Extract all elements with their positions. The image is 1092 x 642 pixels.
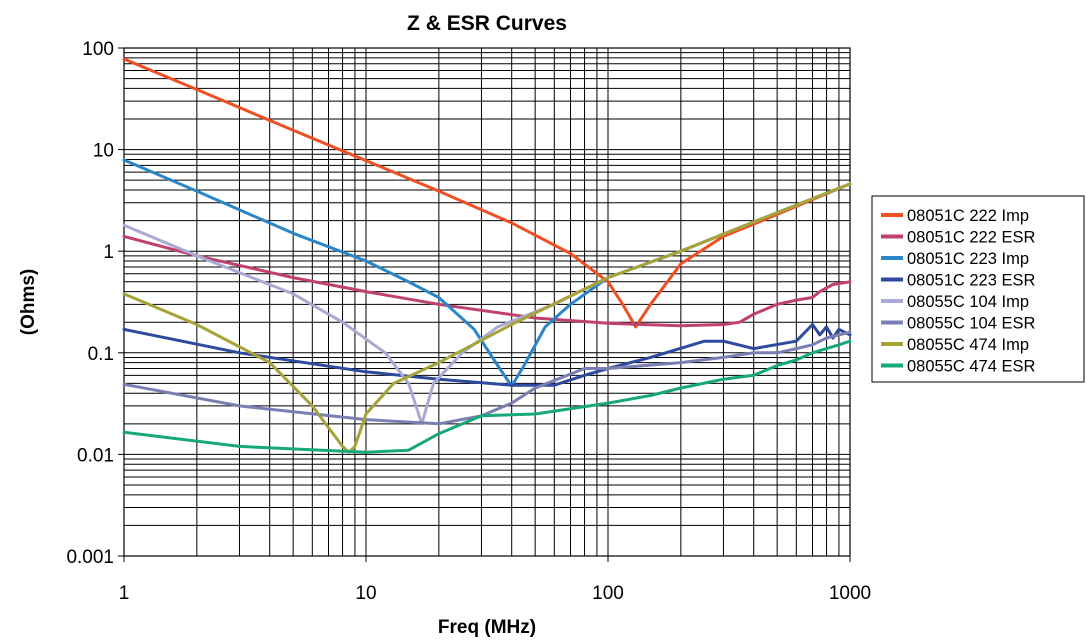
series-layer bbox=[122, 57, 852, 454]
x-tick-label: 1 bbox=[119, 583, 130, 604]
y-tick-label: 1 bbox=[103, 242, 114, 263]
y-axis-title: (Ohms) bbox=[18, 269, 39, 336]
series-line-08051c-222-imp bbox=[122, 57, 852, 329]
y-tick-label: 0.001 bbox=[66, 547, 114, 568]
legend-label-08051c-222-imp: 08051C 222 Imp bbox=[907, 207, 1029, 225]
legend-label-08055c-474-imp: 08055C 474 Imp bbox=[907, 336, 1029, 354]
y-tick-labels: 0.001 0.01 0.1 1 10 100 bbox=[66, 39, 124, 568]
series-line-08051c-222-esr bbox=[122, 234, 852, 328]
x-tick-label: 100 bbox=[592, 583, 624, 604]
legend: 08051C 222 Imp 08051C 222 ESR 08051C 223 I… bbox=[871, 195, 1085, 383]
y-tick-label: 0.01 bbox=[77, 445, 114, 466]
series-line-08055c-474-imp bbox=[122, 182, 852, 454]
series-line-08055c-104-esr bbox=[122, 330, 852, 426]
y-tick-label: 10 bbox=[93, 141, 114, 162]
legend-items: 08051C 222 Imp 08051C 222 ESR 08051C 223 I… bbox=[881, 207, 1036, 376]
grid bbox=[123, 48, 850, 557]
legend-label-08051c-223-esr: 08051C 223 ESR bbox=[907, 272, 1036, 290]
x-axis-title: Freq (MHz) bbox=[438, 617, 536, 638]
x-tick-label: 10 bbox=[355, 583, 376, 604]
x-tick-labels: 1 10 100 1000 bbox=[119, 556, 871, 604]
legend-label-08051c-223-imp: 08051C 223 Imp bbox=[907, 250, 1029, 268]
legend-label-08055c-474-esr: 08055C 474 ESR bbox=[907, 358, 1036, 376]
legend-box bbox=[871, 195, 1085, 383]
y-tick-label: 0.1 bbox=[88, 344, 114, 365]
legend-label-08055c-104-esr: 08055C 104 ESR bbox=[907, 315, 1036, 333]
plot-area-frame bbox=[123, 47, 851, 557]
series-line-08055c-474-esr bbox=[122, 339, 852, 454]
legend-label-08055c-104-imp: 08055C 104 Imp bbox=[907, 293, 1029, 311]
x-tick-label: 1000 bbox=[829, 583, 871, 604]
y-tick-label: 100 bbox=[82, 39, 114, 60]
legend-label-08051c-222-esr: 08051C 222 ESR bbox=[907, 229, 1036, 247]
chart-title: Z & ESR Curves bbox=[407, 12, 567, 35]
